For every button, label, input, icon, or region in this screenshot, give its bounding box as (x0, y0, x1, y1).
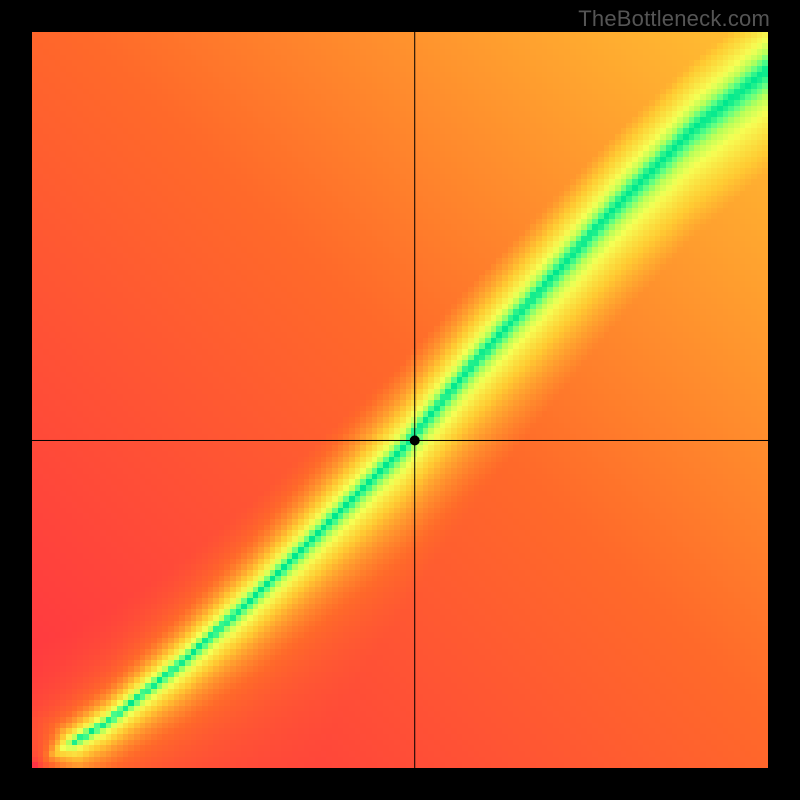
chart-container: TheBottleneck.com (0, 0, 800, 800)
watermark-text: TheBottleneck.com (578, 6, 770, 32)
heatmap-canvas (0, 0, 800, 800)
